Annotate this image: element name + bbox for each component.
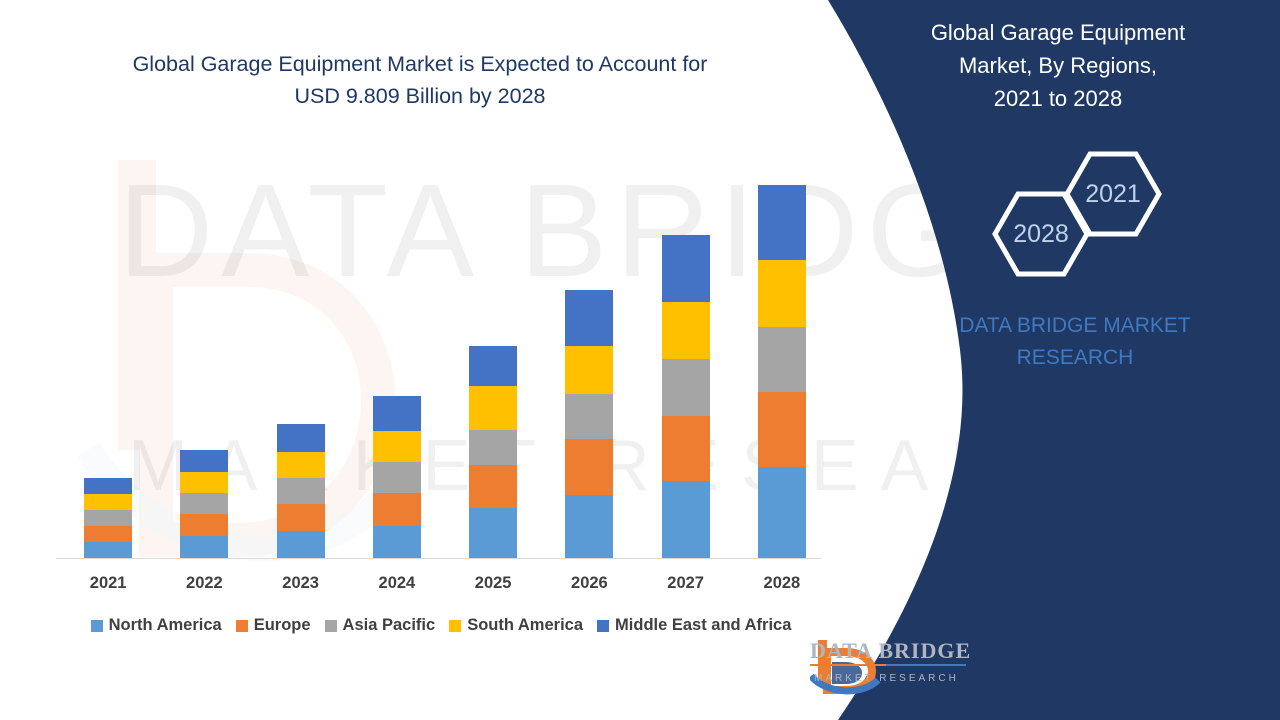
bar-segment [84,510,133,526]
legend-item[interactable]: Asia Pacific [324,616,436,635]
bar-segment [565,394,614,439]
bar-2026 [565,290,614,558]
bar-segment [469,346,518,386]
bar-segment [180,536,229,558]
bar-segment [180,514,229,536]
bar-segment [661,416,710,481]
panel-title: Global Garage Equipment Market, By Regio… [848,16,1268,115]
x-axis-label-2023: 2023 [282,574,319,592]
chart-baseline [56,558,821,559]
bar-segment [565,290,614,346]
bar-segment [372,462,421,493]
logo-word-top: DATA BRIDGE [810,638,970,663]
logo-mark-icon [810,640,881,695]
legend-item[interactable]: Europe [235,616,311,635]
bar-segment [469,508,518,558]
legend-swatch-icon [90,619,103,632]
hexagon-group: 2021 2028 [940,150,1200,290]
x-axis-label-2025: 2025 [474,574,512,592]
panel-brand-line2: RESEARCH [1016,346,1134,369]
panel-brand-line1: DATA BRIDGE MARKET [959,314,1191,337]
bar-segment [469,430,518,465]
bar-segment [84,478,133,494]
bar-segment [757,392,806,467]
panel-curved-shape [828,0,1280,720]
x-axis-label-2022: 2022 [186,574,223,592]
bar-segment [276,424,325,452]
bar-segment [661,235,710,302]
bar-segment [469,386,518,430]
legend-item[interactable]: Middle East and Africa [597,616,791,635]
bar-segment [372,526,421,558]
bar-segment [469,465,518,508]
bar-segment [661,359,710,416]
bar-2022 [180,450,229,558]
legend-swatch-icon [597,619,610,632]
bar-segment [372,431,421,462]
bar-2028 [757,185,806,558]
bar-segment [180,472,229,493]
x-axis-labels: 2021 2022 2023 2024 2025 2026 2027 2028 [56,574,826,600]
hexagon-2028-label: 2028 [1013,220,1069,248]
logo-word-bottom: MARKET RESEARCH [814,673,959,684]
bar-segment [565,495,614,558]
chart-title-line2: USD 9.809 Billion by 2028 [294,84,546,108]
bar-segment [372,396,421,431]
bar-segment [276,504,325,531]
hexagon-2021-shape [1064,151,1162,237]
bar-segment [84,526,133,542]
bar-segment [276,531,325,558]
legend-swatch-icon [235,619,248,632]
bar-2025 [469,346,518,558]
bar-segment [565,346,614,394]
bar-segment [276,478,325,504]
hexagons-icon: 2021 2028 [992,151,1162,277]
chart-title: Global Garage Equipment Market is Expect… [60,48,780,112]
bar-segment [372,493,421,526]
bar-segment [84,494,133,510]
x-axis-label-2027: 2027 [667,574,704,592]
x-axis-label-2026: 2026 [571,574,608,592]
legend-label: Europe [253,616,311,634]
legend-swatch-icon [449,619,462,632]
x-axis-label-2021: 2021 [89,574,127,592]
bar-segment [757,185,806,260]
bar-2023 [276,424,325,558]
x-axis-label-2024: 2024 [378,574,416,592]
chart-legend: North America Europe Asia Pacific South Ame… [46,616,836,635]
legend-label: Asia Pacific [342,616,436,634]
bar-2027 [661,235,710,558]
panel-brand-text: DATA BRIDGE MARKET RESEARCH [890,310,1260,374]
hexagon-2021-label: 2021 [1085,180,1141,208]
bar-2021 [84,478,133,558]
bar-segment [565,439,614,495]
panel-title-line1: Global Garage Equipment [930,20,1186,45]
hexagon-2028-shape [992,191,1090,277]
chart-title-line1: Global Garage Equipment Market is Expect… [132,52,708,76]
right-panel: Global Garage Equipment Market, By Regio… [800,0,1280,720]
bar-segment [661,481,710,558]
legend-item[interactable]: South America [449,616,583,635]
bar-segment [180,450,229,472]
legend-label: Middle East and Africa [615,616,792,634]
bar-segment [661,302,710,359]
stacked-bar-chart [56,150,826,558]
bar-segment [276,452,325,478]
bar-2024 [372,396,421,558]
x-axis-label-2028: 2028 [763,574,801,592]
bar-segment [757,260,806,327]
panel-title-line2: Market, By Regions, [958,53,1158,78]
bar-segment [757,327,806,392]
panel-title-line3: 2021 to 2028 [993,86,1123,111]
logo-wordmark: DATA BRIDGE MARKET RESEARCH [810,638,970,684]
legend-swatch-icon [324,619,337,632]
data-bridge-logo: DATA BRIDGE MARKET RESEARCH [810,636,1040,698]
bar-segment [84,542,133,558]
bar-segment [180,493,229,514]
legend-label: North America [108,616,222,634]
legend-label: South America [467,616,584,634]
bar-segment [757,467,806,558]
legend-item[interactable]: North America [90,616,222,635]
